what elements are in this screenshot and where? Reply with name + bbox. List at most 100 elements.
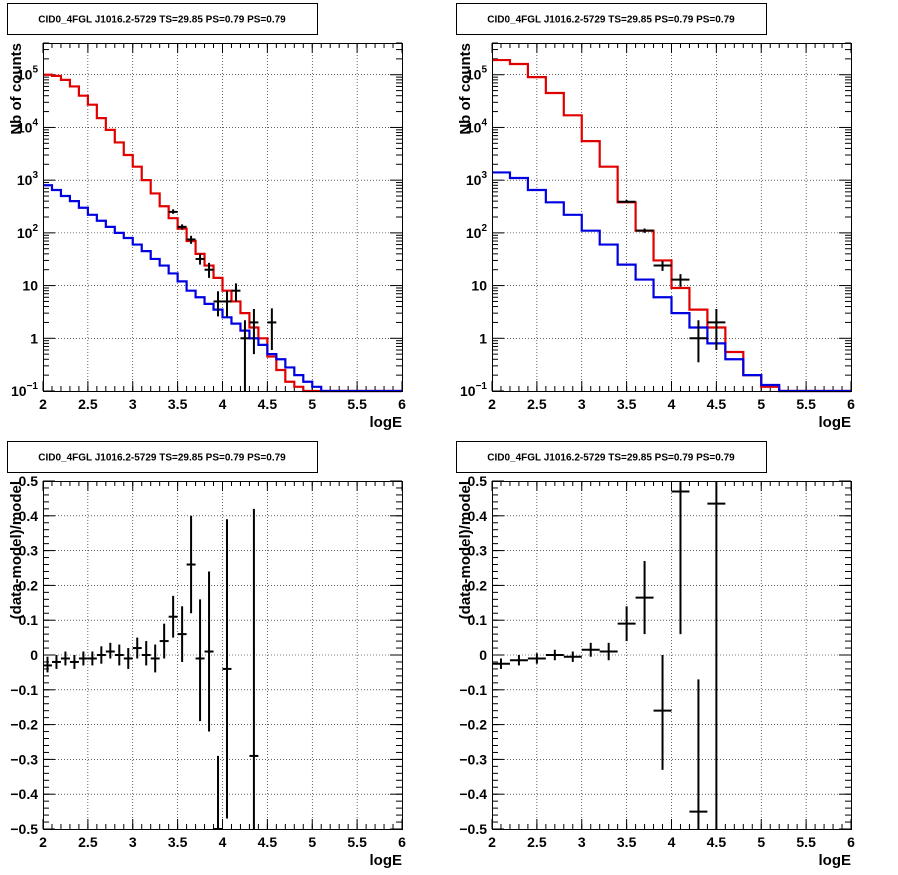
y-tick-label: 0.5 (468, 473, 488, 489)
data-point (509, 655, 528, 666)
y-tick-base: 10 (11, 383, 27, 399)
y-tick-base: 10 (466, 119, 482, 135)
data-point (231, 283, 241, 302)
y-tick-exponent: 3 (481, 170, 487, 181)
x-tick-label: 4 (219, 396, 227, 412)
y-tick-label: −0.1 (459, 682, 487, 698)
x-tick-label: 2.5 (527, 396, 547, 412)
data-point (177, 224, 187, 230)
series-line-model_source (492, 171, 851, 393)
data-point (545, 649, 564, 661)
x-tick-label: 3 (129, 834, 137, 850)
x-tick-label: 5 (757, 396, 765, 412)
y-tick-label: 0.4 (19, 508, 39, 524)
y-tick-label: 0.5 (19, 473, 39, 489)
data-point (617, 200, 636, 203)
data-point (653, 655, 672, 770)
x-tick-label: 6 (398, 396, 406, 412)
y-tick-base: 10 (466, 67, 482, 83)
data-point (635, 561, 654, 635)
x-tick-label: 5 (757, 834, 765, 850)
y-tick-label: −0.5 (10, 821, 38, 837)
x-tick-label: 3.5 (168, 834, 188, 850)
x-tick-label: 2 (39, 834, 47, 850)
y-tick-label: 1 (30, 330, 38, 346)
data-point (78, 651, 88, 666)
x-tick-label: 4 (219, 834, 227, 850)
data-point (96, 646, 106, 664)
y-tick-label: −0.4 (459, 786, 487, 802)
y-tick-exponent: 4 (32, 117, 38, 128)
data-point (671, 481, 690, 635)
data-point (249, 508, 259, 829)
y-tick-base: 10 (17, 225, 33, 241)
y-tick-label: 0.1 (468, 612, 488, 628)
x-tick-label: 4.5 (258, 834, 278, 850)
x-tick-label: 3.5 (168, 396, 188, 412)
data-point (635, 228, 654, 233)
data-point (69, 655, 79, 669)
data-point (195, 253, 205, 265)
y-tick-exponent: −1 (27, 381, 39, 392)
data-point (60, 651, 70, 666)
data-point (195, 599, 205, 722)
chart-title-box (7, 441, 318, 473)
x-tick-label: 5 (308, 834, 316, 850)
x-axis-label: logE (370, 414, 403, 431)
y-axis-label: Nb of counts (457, 43, 474, 135)
chart-title-box (7, 3, 318, 35)
x-axis-label: logE (819, 414, 852, 431)
data-point (51, 655, 61, 669)
y-tick-label: 10 (471, 278, 487, 294)
data-point (267, 308, 277, 350)
chart-title-box (456, 3, 767, 35)
data-point (186, 235, 196, 244)
y-tick-label: 1 (479, 330, 487, 346)
data-point (132, 637, 142, 659)
y-tick-label: 0 (479, 647, 487, 663)
y-tick-label: −0.2 (10, 717, 38, 733)
plot-frame (492, 481, 852, 830)
data-point (599, 642, 618, 661)
data-point (689, 320, 708, 363)
y-tick-label: 103 (17, 170, 39, 188)
x-tick-label: 4.5 (707, 834, 727, 850)
chart-panel-bottom-left: CID0_4FGL J1016.2-5729 TS=29.85 PS=0.79 … (7, 441, 406, 869)
y-tick-exponent: 3 (32, 170, 38, 181)
y-axis-label: (data-model)/model (8, 481, 25, 619)
y-tick-label: 10−1 (460, 381, 487, 399)
y-tick-label: 0.4 (468, 508, 488, 524)
chart-title: CID0_4FGL J1016.2-5729 TS=29.85 PS=0.79 … (487, 453, 735, 464)
data-point (123, 648, 133, 669)
x-tick-label: 3.5 (617, 396, 637, 412)
y-tick-label: 103 (466, 170, 488, 188)
y-tick-label: −0.5 (459, 821, 487, 837)
y-tick-exponent: −1 (476, 381, 488, 392)
y-tick-exponent: 2 (32, 223, 38, 234)
data-point (617, 606, 636, 642)
x-tick-label: 2.5 (78, 834, 98, 850)
y-tick-label: 104 (17, 117, 39, 135)
y-tick-base: 10 (17, 119, 33, 135)
y-tick-label: 102 (466, 223, 488, 241)
y-tick-exponent: 5 (32, 65, 38, 76)
x-tick-label: 6 (398, 834, 406, 850)
series-line-model_source (43, 184, 402, 393)
x-tick-label: 4 (668, 834, 676, 850)
y-tick-label: 105 (17, 65, 39, 83)
x-tick-label: 2.5 (78, 396, 98, 412)
data-point (222, 519, 232, 819)
x-tick-label: 5.5 (796, 834, 816, 850)
plot-frame (43, 481, 403, 830)
y-tick-label: −0.1 (10, 682, 38, 698)
y-tick-base: 10 (460, 383, 476, 399)
data-point (213, 291, 223, 317)
y-tick-label: 0.2 (19, 577, 39, 593)
y-tick-base: 10 (17, 67, 33, 83)
chart-panel-top-left: CID0_4FGL J1016.2-5729 TS=29.85 PS=0.79 … (7, 3, 406, 431)
x-tick-label: 3 (578, 396, 586, 412)
y-tick-label: 105 (466, 65, 488, 83)
y-tick-label: −0.4 (10, 786, 38, 802)
data-point (141, 641, 151, 666)
plot-frame (492, 43, 852, 392)
